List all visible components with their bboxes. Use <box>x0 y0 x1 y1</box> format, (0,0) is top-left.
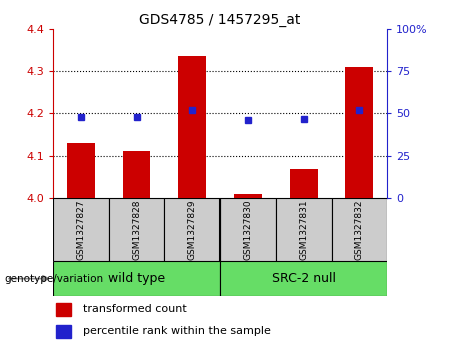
Bar <box>276 198 331 261</box>
Bar <box>178 57 206 198</box>
Bar <box>331 198 387 261</box>
Bar <box>220 198 276 261</box>
Text: transformed count: transformed count <box>83 305 187 314</box>
Text: SRC-2 null: SRC-2 null <box>272 272 336 285</box>
Bar <box>67 143 95 198</box>
Text: GSM1327832: GSM1327832 <box>355 199 364 260</box>
Bar <box>109 198 165 261</box>
Text: GSM1327828: GSM1327828 <box>132 199 141 260</box>
Text: percentile rank within the sample: percentile rank within the sample <box>83 326 271 336</box>
Bar <box>123 151 150 198</box>
Bar <box>234 195 262 198</box>
Bar <box>220 261 387 296</box>
Bar <box>56 303 71 316</box>
Text: GSM1327830: GSM1327830 <box>243 199 253 260</box>
Text: genotype/variation: genotype/variation <box>5 274 104 284</box>
Bar <box>56 325 71 338</box>
Bar <box>53 261 220 296</box>
Text: GSM1327827: GSM1327827 <box>77 199 85 260</box>
Bar <box>165 198 220 261</box>
Bar <box>290 169 318 198</box>
Text: GSM1327831: GSM1327831 <box>299 199 308 260</box>
Bar <box>345 67 373 198</box>
Bar <box>53 198 109 261</box>
Title: GDS4785 / 1457295_at: GDS4785 / 1457295_at <box>139 13 301 26</box>
Text: GSM1327829: GSM1327829 <box>188 199 197 260</box>
Text: wild type: wild type <box>108 272 165 285</box>
